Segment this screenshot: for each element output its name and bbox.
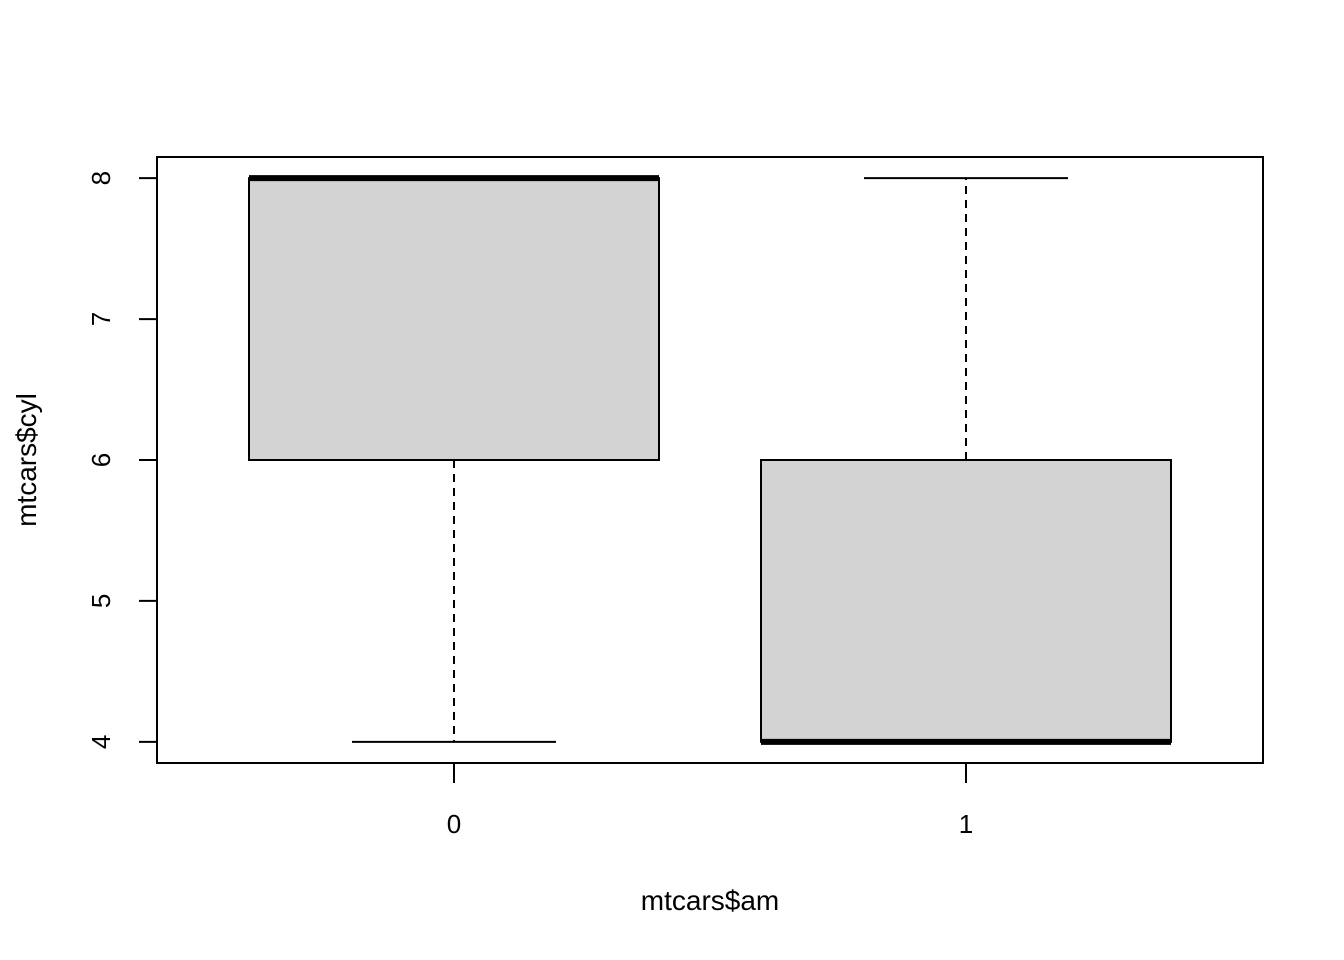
x-axis-title: mtcars$am — [641, 885, 779, 916]
y-axis: 4 5 6 7 8 — [86, 171, 157, 749]
box-group-1 — [760, 177, 1172, 745]
y-tick-label-7: 7 — [86, 312, 116, 326]
y-tick-label-5: 5 — [86, 594, 116, 608]
boxes — [248, 175, 1172, 745]
y-axis-title: mtcars$cyl — [11, 393, 42, 527]
x-tick-label-1: 1 — [959, 809, 973, 839]
box-group-0 — [248, 175, 660, 743]
y-tick-label-6: 6 — [86, 453, 116, 467]
y-tick-label-4: 4 — [86, 735, 116, 749]
x-tick-label-0: 0 — [447, 809, 461, 839]
box-0 — [248, 177, 660, 462]
box-1 — [760, 459, 1172, 743]
y-tick-label-8: 8 — [86, 171, 116, 185]
